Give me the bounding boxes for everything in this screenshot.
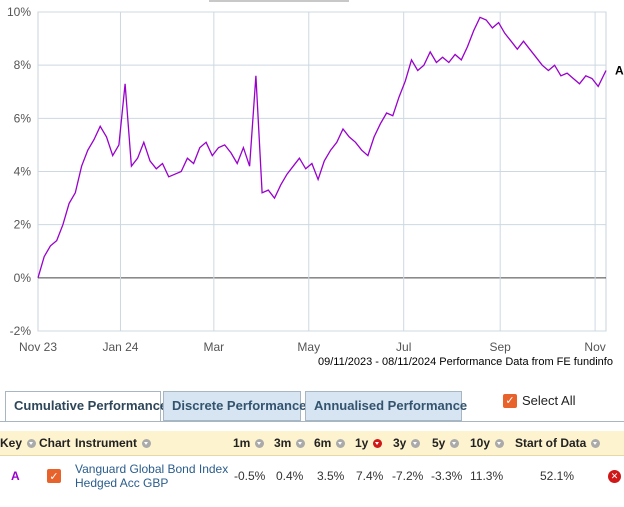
sort-chevron-icon[interactable] [27,439,37,448]
sort-chevron-icon[interactable] [373,439,383,448]
sort-chevron-icon[interactable] [142,439,152,448]
row-1y: 7.4% [356,469,384,483]
header-instrument[interactable]: Instrument [75,431,152,456]
header-start-label: Start of Data [515,436,587,450]
x-tick-label: Mar [204,340,225,354]
select-all-label: Select All [522,393,576,408]
tab-annualised-performance[interactable]: Annualised Performance [305,391,467,421]
chart-caption: 09/11/2023 - 08/11/2024 Performance Data… [318,356,613,368]
header-3m-label: 3m [274,436,292,450]
sort-chevron-icon[interactable] [296,439,306,448]
header-1m-label: 1m [233,436,251,450]
sort-chevron-icon[interactable] [336,439,346,448]
select-all-toggle[interactable]: ✓ Select All [503,393,575,408]
row-5y: -3.3% [431,469,463,483]
instrument-link[interactable]: Vanguard Global Bond Index Hedged Acc GB… [75,462,229,490]
header-10y[interactable]: 10y [470,431,505,456]
y-tick-label: 2% [14,218,32,232]
header-start-of-data[interactable]: Start of Data [515,431,601,456]
sort-chevron-icon[interactable] [495,439,505,448]
sort-chevron-icon[interactable] [591,439,601,448]
table-header: Key Chart Instrument 1m 3m 6m 1y 3y 5y 1… [0,431,624,456]
row-key: A [11,469,20,483]
header-chart-label: Chart [39,436,71,450]
header-3y[interactable]: 3y [393,431,421,456]
y-tick-label: 4% [14,165,32,179]
x-tick-label: Sep [490,340,512,354]
header-1m[interactable]: 1m [233,431,265,456]
table-row: A ✓ Vanguard Global Bond Index Hedged Ac… [0,457,624,495]
x-tick-label: Nov 23 [19,340,57,354]
header-6m-label: 6m [314,436,332,450]
header-10y-label: 10y [470,436,491,450]
sort-chevron-icon[interactable] [411,439,421,448]
y-tick-label: 8% [14,58,32,72]
x-tick-label: Jul [396,340,411,354]
header-3y-label: 3y [393,436,407,450]
header-6m[interactable]: 6m [314,431,346,456]
header-chart: Chart [39,431,70,456]
tab-discrete-performance[interactable]: Discrete Performance [163,391,306,421]
row-chart-toggle[interactable]: ✓ [47,457,66,495]
x-tick-label: Jan 24 [102,340,138,354]
row-3y: -7.2% [392,469,424,483]
check-icon[interactable]: ✓ [47,469,61,483]
tab-cumulative-performance[interactable]: Cumulative Performance [5,391,167,422]
header-1y-label: 1y [355,436,369,450]
series-end-label: A [615,63,624,77]
performance-chart: 10% 8% 6% 4% 2% 0% -2% Nov 23 Jan 24 Mar May Jul Sep… [7,5,624,354]
sort-chevron-icon[interactable] [450,439,460,448]
y-tick-label: 0% [14,271,32,285]
sort-chevron-icon[interactable] [255,439,265,448]
header-1y[interactable]: 1y [355,431,383,456]
remove-icon[interactable]: ✕ [608,469,621,483]
row-remove[interactable]: ✕ [608,457,621,495]
y-tick-label: 10% [7,5,31,19]
row-start-of-data: 52.1% [540,469,575,483]
y-tick-label: -2% [10,324,32,338]
top-scroll-indicator [209,0,349,2]
row-10y: 11.3% [470,469,504,483]
tabs-divider [0,421,624,422]
row-instrument[interactable]: Vanguard Global Bond Index Hedged Acc GB… [75,457,235,495]
series-line [37,16,607,278]
x-tick-label: Nov [584,340,605,354]
row-3m: 0.4% [276,469,304,483]
header-5y[interactable]: 5y [432,431,460,456]
header-instrument-label: Instrument [75,436,138,450]
header-3m[interactable]: 3m [274,431,306,456]
check-icon[interactable]: ✓ [503,393,517,408]
x-tick-label: May [297,340,320,354]
y-tick-label: 6% [14,111,32,125]
header-key-label: Key [0,436,23,450]
row-1m: -0.5% [234,469,266,483]
header-5y-label: 5y [432,436,446,450]
row-6m: 3.5% [317,469,345,483]
header-key[interactable]: Key [0,431,37,456]
